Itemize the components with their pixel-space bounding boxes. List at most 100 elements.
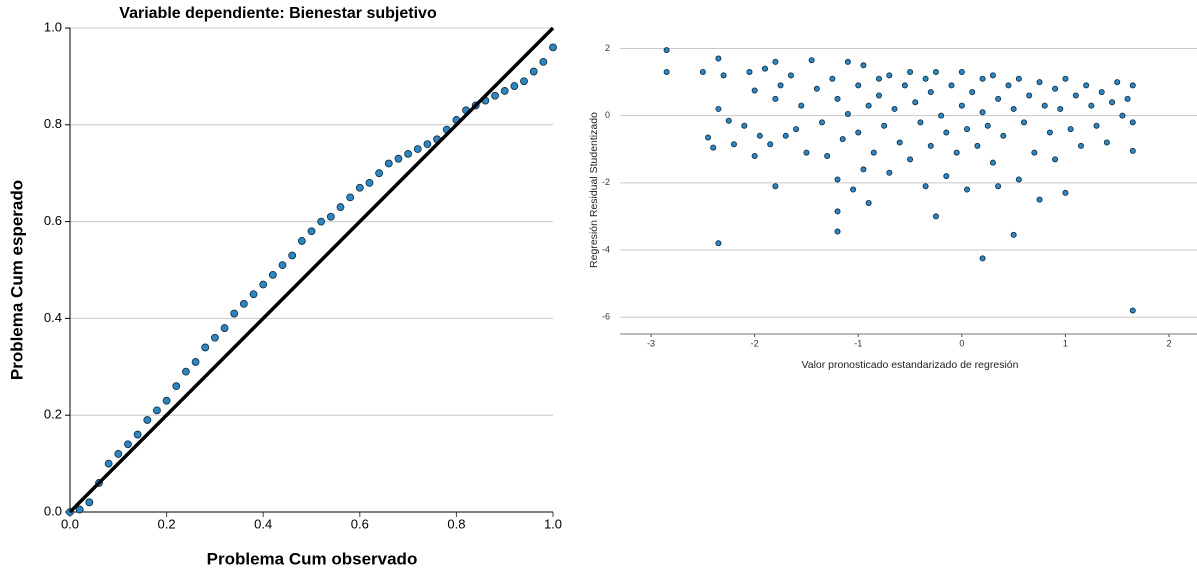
point: [958, 68, 965, 75]
point: [772, 95, 779, 102]
point: [1067, 126, 1074, 133]
point: [1041, 102, 1048, 109]
point: [336, 203, 345, 211]
point: [865, 102, 872, 109]
x-tick-label: 0.6: [351, 516, 369, 531]
point: [1057, 105, 1064, 112]
point: [860, 166, 867, 173]
point: [751, 87, 758, 94]
point: [1093, 122, 1100, 129]
point: [201, 343, 210, 352]
x-tick-label: -1: [854, 338, 862, 348]
point: [974, 142, 981, 149]
point: [881, 122, 888, 129]
point: [844, 58, 851, 65]
point: [1103, 139, 1110, 146]
point: [875, 92, 882, 99]
y-tick-label: 0.2: [44, 407, 62, 422]
point: [927, 89, 934, 96]
y-axis-label: Problema Cum esperado: [7, 180, 26, 380]
point: [932, 68, 939, 75]
point: [1129, 307, 1136, 314]
point: [346, 193, 355, 202]
point: [932, 213, 939, 220]
point: [520, 77, 528, 86]
point: [75, 505, 84, 514]
point: [839, 136, 846, 143]
point: [365, 178, 374, 187]
point: [715, 55, 722, 62]
point: [1031, 149, 1038, 156]
y-tick-label: 0.6: [44, 213, 62, 228]
point: [782, 132, 789, 139]
point: [741, 122, 748, 129]
point: [1010, 231, 1017, 238]
point: [989, 159, 996, 166]
y-tick-label: 0.4: [44, 310, 62, 325]
point: [938, 112, 945, 119]
point: [865, 199, 872, 206]
point: [896, 139, 903, 146]
point: [901, 82, 908, 89]
point: [663, 47, 670, 54]
point: [104, 459, 113, 468]
point: [979, 109, 986, 116]
point: [772, 183, 779, 190]
point: [1036, 79, 1043, 86]
point: [1109, 99, 1116, 106]
point: [943, 173, 950, 180]
x-tick-label: 0.2: [158, 516, 176, 531]
y-tick-label: 2: [605, 43, 610, 53]
point: [1015, 75, 1022, 82]
x-axis-label: Valor pronosticado estandarizado de regr…: [802, 359, 1019, 371]
point: [172, 382, 181, 391]
point: [829, 75, 836, 82]
point: [114, 450, 123, 458]
point: [1052, 156, 1059, 163]
point: [922, 183, 929, 190]
point: [798, 102, 805, 109]
y-tick-label: 0: [605, 110, 610, 120]
point: [870, 149, 877, 156]
x-tick-label: 2: [1167, 338, 1172, 348]
point: [834, 95, 841, 102]
point: [491, 91, 499, 100]
point: [886, 169, 893, 176]
point: [772, 58, 779, 65]
point: [886, 72, 893, 79]
point: [230, 309, 239, 318]
point: [834, 176, 841, 183]
point: [239, 299, 248, 308]
point: [1077, 142, 1084, 149]
point: [1119, 112, 1126, 119]
point: [767, 141, 774, 148]
x-axis-label: Problema Cum observado: [207, 549, 418, 568]
point: [756, 132, 763, 139]
point: [1010, 105, 1017, 112]
point: [1124, 95, 1131, 102]
chart-title: Variable dependiente: Bienestar subjetiv…: [119, 5, 437, 22]
point: [162, 396, 171, 405]
point: [1129, 119, 1136, 126]
x-tick-label: 1.0: [544, 516, 562, 531]
point: [259, 280, 268, 289]
point: [907, 68, 914, 75]
point: [384, 159, 393, 168]
point: [917, 119, 924, 126]
point: [1026, 92, 1033, 99]
point: [922, 75, 929, 82]
point: [124, 440, 132, 449]
point: [307, 227, 316, 236]
point: [529, 67, 538, 76]
point: [979, 75, 986, 82]
point: [413, 145, 422, 153]
point: [1129, 82, 1136, 89]
point: [751, 152, 758, 159]
point: [249, 290, 258, 299]
point: [549, 43, 557, 52]
point: [787, 72, 794, 79]
point: [855, 129, 862, 136]
point: [855, 82, 862, 89]
x-tick-label: 0: [959, 338, 964, 348]
